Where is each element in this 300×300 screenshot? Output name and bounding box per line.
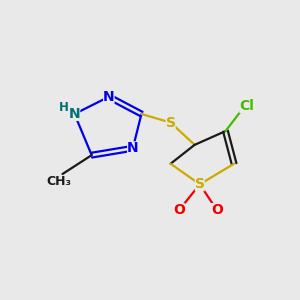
- Text: S: S: [195, 177, 205, 191]
- Text: O: O: [211, 203, 223, 217]
- Text: N: N: [103, 90, 115, 104]
- Text: H: H: [58, 101, 68, 114]
- Text: Cl: Cl: [239, 99, 254, 113]
- Text: N: N: [69, 107, 80, 121]
- Text: S: S: [166, 116, 176, 130]
- Text: N: N: [127, 141, 139, 155]
- Text: O: O: [173, 203, 185, 217]
- Text: CH₃: CH₃: [46, 175, 71, 188]
